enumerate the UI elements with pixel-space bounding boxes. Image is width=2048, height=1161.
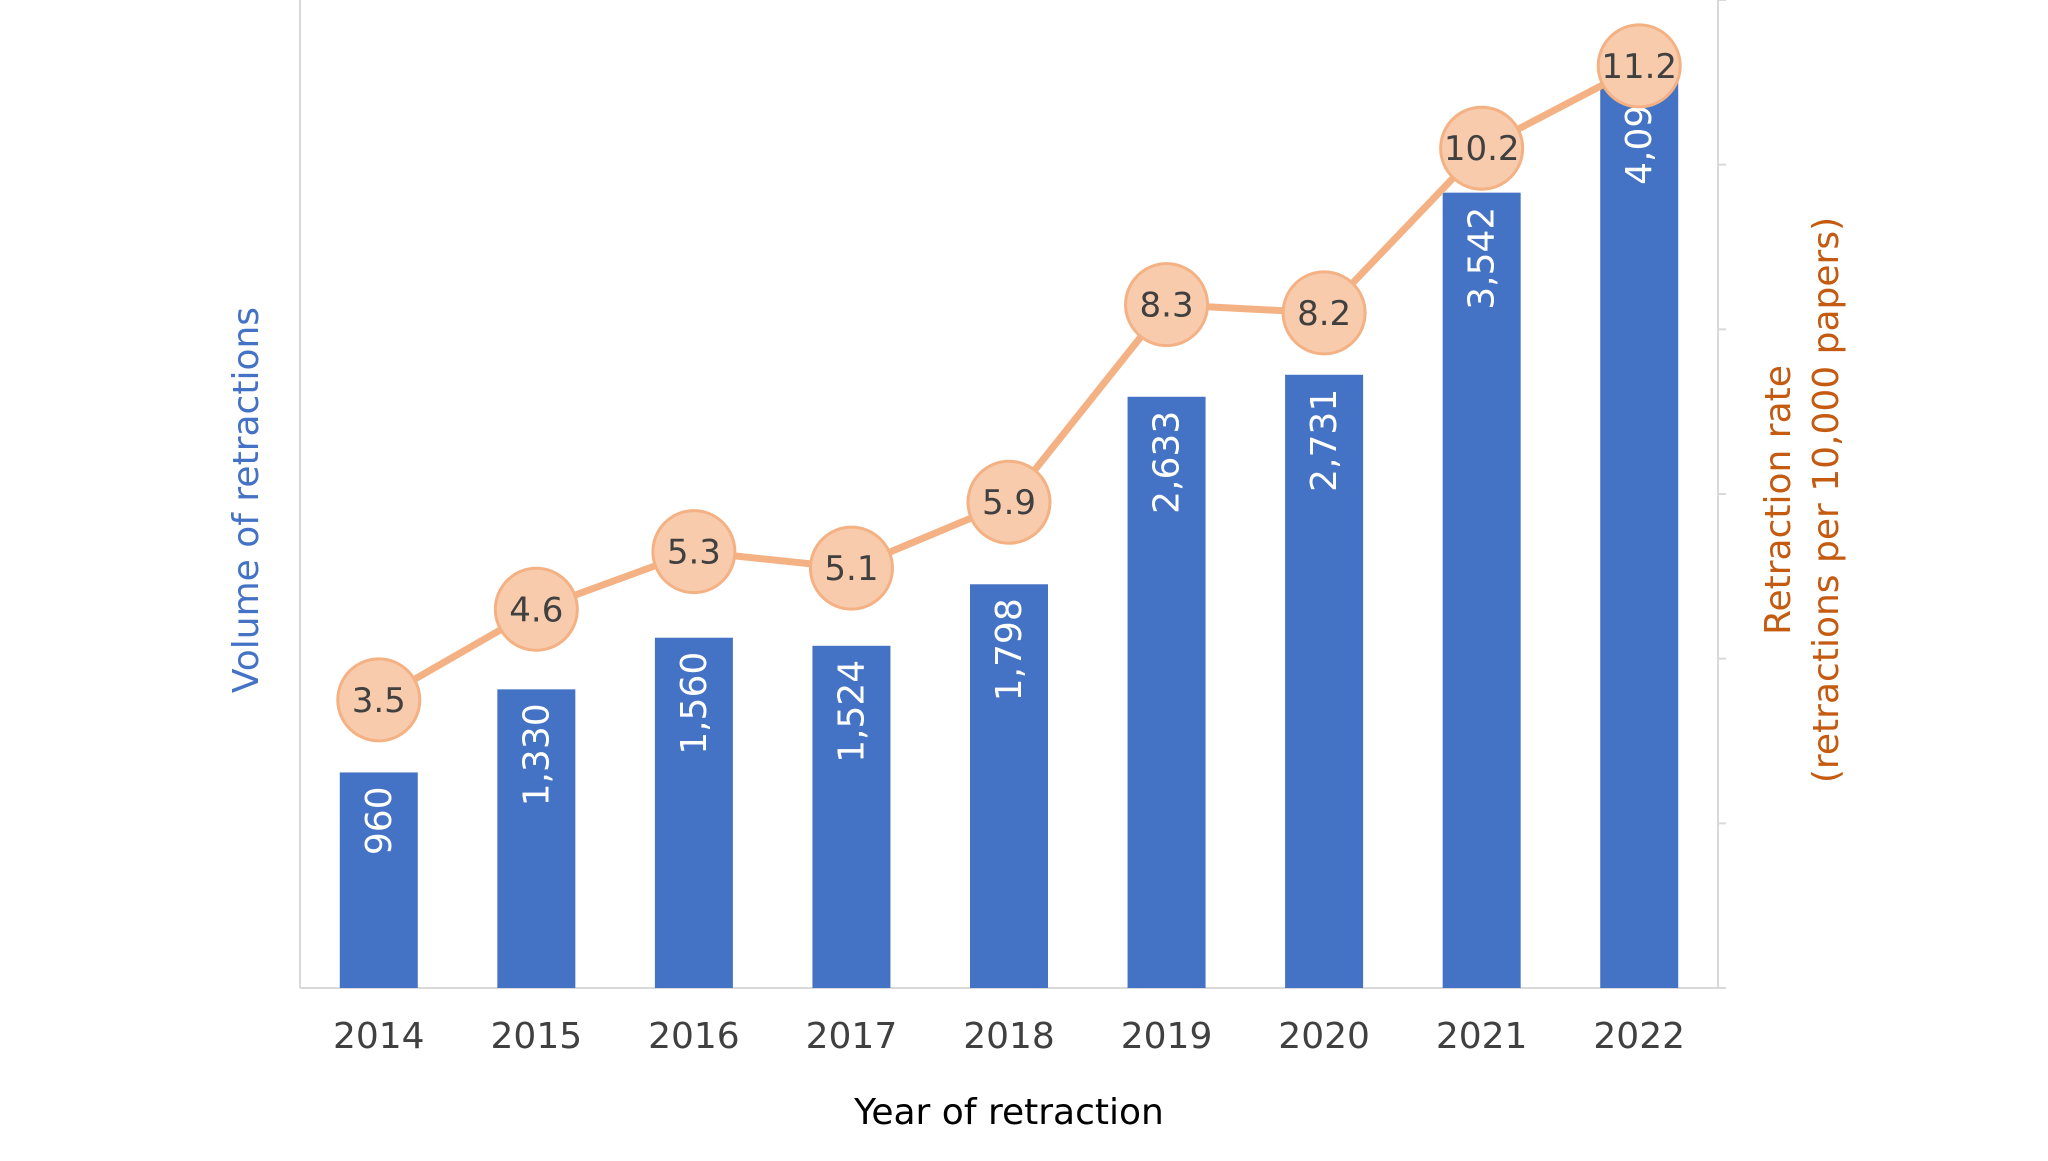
bar-value-label: 3,542 (1462, 207, 1503, 310)
bar (1285, 374, 1364, 988)
bar (497, 689, 576, 988)
x-tick-label: 2018 (963, 1016, 1055, 1057)
rate-value-label: 8.2 (1297, 294, 1351, 334)
bar (1600, 67, 1679, 988)
x-tick-label: 2015 (491, 1016, 583, 1057)
rate-value-label: 11.2 (1601, 47, 1677, 87)
x-tick-label: 2019 (1121, 1016, 1213, 1057)
bar (812, 645, 891, 988)
rate-value-label: 4.6 (509, 590, 563, 630)
rate-marker (1439, 105, 1525, 191)
rate-value-label: 3.5 (352, 681, 406, 721)
rate-value-label: 10.2 (1444, 129, 1520, 169)
rate-marker (1281, 270, 1367, 356)
bar-value-label: 1,524 (831, 660, 872, 763)
x-tick-label: 2016 (648, 1016, 740, 1057)
rate-marker (808, 525, 894, 611)
rate-value-label: 5.3 (667, 533, 721, 573)
x-tick-label: 2022 (1593, 1016, 1685, 1057)
rate-marker (966, 459, 1052, 545)
x-tick-label: 2014 (333, 1016, 425, 1057)
x-tick-label: 2017 (806, 1016, 898, 1057)
x-tick-label: 2020 (1278, 1016, 1370, 1057)
rate-value-label: 5.1 (824, 549, 878, 589)
rate-marker (493, 566, 579, 652)
bar (339, 772, 418, 988)
bar-value-label: 2,731 (1304, 389, 1345, 492)
markers-layer: 3.5 4.6 5.3 5.1 5.9 8.3 8.2 10.2 11.2 (336, 23, 1682, 743)
rate-marker (1124, 262, 1210, 348)
x-axis-title: Year of retraction (853, 1092, 1164, 1133)
bar (654, 637, 733, 988)
y2-axis-subtitle: (retractions per 10,000 papers) (1806, 217, 1847, 783)
text-layer: Year of retraction Volume of retractions… (226, 217, 1847, 1133)
y2-axis-title: Retraction rate (1758, 365, 1799, 635)
y-axis-title: Volume of retractions (226, 307, 267, 693)
rate-value-label: 5.9 (982, 483, 1036, 523)
bar-value-label: 960 (359, 786, 400, 855)
rate-marker (651, 509, 737, 595)
rate-value-label: 8.3 (1140, 286, 1194, 326)
bar (1127, 396, 1206, 988)
rate-marker (1596, 23, 1682, 109)
bar (970, 584, 1048, 988)
bar-value-label: 1,798 (989, 598, 1030, 701)
bar-value-label: 2,633 (1147, 411, 1188, 514)
axes-layer: 2014 2015 2016 2017 2018 2019 2020 2021 2022 (299, 0, 1726, 1057)
x-tick-label: 2021 (1436, 1016, 1528, 1057)
bar-value-label: 1,330 (516, 703, 557, 806)
rate-marker (336, 657, 422, 743)
bar-value-label: 1,560 (674, 652, 715, 755)
bar (1442, 192, 1521, 988)
